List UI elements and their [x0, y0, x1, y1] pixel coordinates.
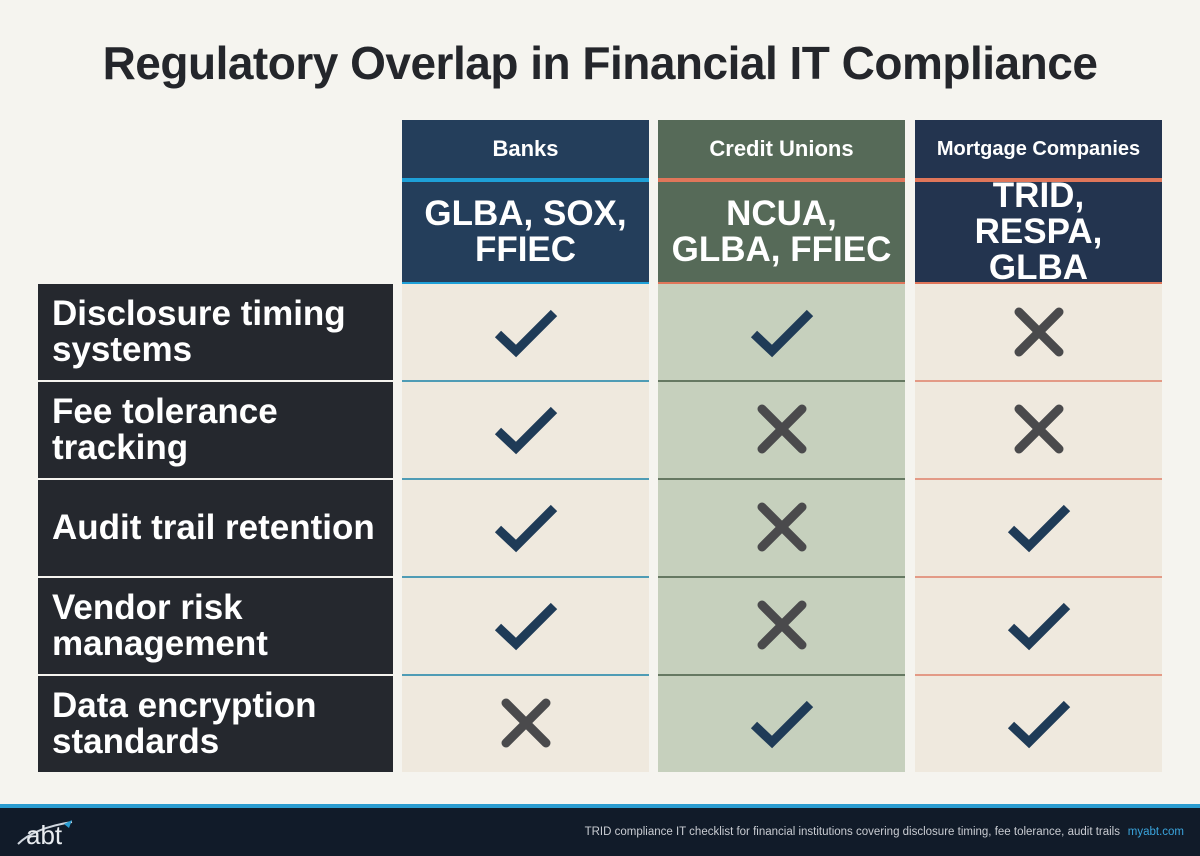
row-label: Data encryption standards [38, 676, 393, 772]
column-regulations: NCUA, GLBA, FFIEC [671, 194, 892, 269]
footer-site-link[interactable]: myabt.com [1127, 826, 1184, 838]
matrix-cell-credit-unions [658, 674, 905, 772]
matrix-cell-mortgage-companies [915, 576, 1162, 674]
cross-icon [756, 403, 808, 455]
cross-icon [756, 501, 808, 553]
column-header-mortgage-companies: Mortgage Companies TRID, RESPA, GLBA [915, 120, 1162, 286]
check-icon [494, 403, 558, 455]
page-title: Regulatory Overlap in Financial IT Compl… [102, 37, 1098, 89]
matrix-cell-credit-unions [658, 576, 905, 674]
row-divider [402, 576, 649, 578]
matrix-cell-banks [402, 478, 649, 576]
matrix-cell-credit-unions [658, 380, 905, 478]
cross-icon [500, 697, 552, 749]
matrix-cell-mortgage-companies [915, 674, 1162, 772]
row-label: Vendor risk management [38, 578, 393, 674]
row-divider [658, 576, 905, 578]
matrix-cell-banks [402, 674, 649, 772]
accent-divider [658, 178, 905, 182]
check-icon [494, 306, 558, 358]
row-label: Audit trail retention [38, 480, 393, 576]
matrix-cell-mortgage-companies [915, 478, 1162, 576]
matrix-cell-credit-unions [658, 284, 905, 380]
column-header-banks: Banks GLBA, SOX, FFIEC [402, 120, 649, 286]
footer-accent-line [0, 804, 1200, 808]
row-label: Fee tolerance tracking [38, 382, 393, 478]
row-divider [402, 380, 649, 382]
matrix-cell-banks [402, 380, 649, 478]
column-header-credit-unions: Credit Unions NCUA, GLBA, FFIEC [658, 120, 905, 286]
row-divider [658, 674, 905, 676]
matrix-cell-banks [402, 284, 649, 380]
svg-text:abt: abt [26, 820, 63, 850]
check-icon [494, 501, 558, 553]
check-icon [494, 599, 558, 651]
column-label: Credit Unions [709, 136, 854, 161]
check-icon [1007, 697, 1071, 749]
cross-icon [1013, 306, 1065, 358]
column-label: Banks [492, 136, 559, 161]
row-divider [915, 576, 1162, 578]
row-label: Disclosure timing systems [38, 284, 393, 380]
row-divider [658, 380, 905, 382]
row-divider [915, 674, 1162, 676]
check-icon [1007, 501, 1071, 553]
column-regulations: GLBA, SOX, FFIEC [424, 194, 627, 269]
accent-divider [915, 178, 1162, 182]
footer-caption: TRID compliance IT checklist for financi… [584, 826, 1120, 838]
check-icon [750, 306, 814, 358]
check-icon [750, 697, 814, 749]
abt-logo: abt [14, 814, 84, 850]
matrix-cell-mortgage-companies [915, 380, 1162, 478]
column-regulations: TRID, RESPA, GLBA [974, 176, 1103, 287]
footer: abt TRID compliance IT checklist for fin… [0, 808, 1200, 856]
row-divider [915, 478, 1162, 480]
column-label: Mortgage Companies [936, 137, 1141, 160]
matrix-cell-banks [402, 576, 649, 674]
matrix-cell-mortgage-companies [915, 284, 1162, 380]
row-divider [915, 380, 1162, 382]
cross-icon [756, 599, 808, 651]
cross-icon [1013, 403, 1065, 455]
row-divider [402, 674, 649, 676]
row-divider [402, 478, 649, 480]
check-icon [1007, 599, 1071, 651]
accent-divider [402, 178, 649, 182]
matrix-cell-credit-unions [658, 478, 905, 576]
row-divider [658, 478, 905, 480]
